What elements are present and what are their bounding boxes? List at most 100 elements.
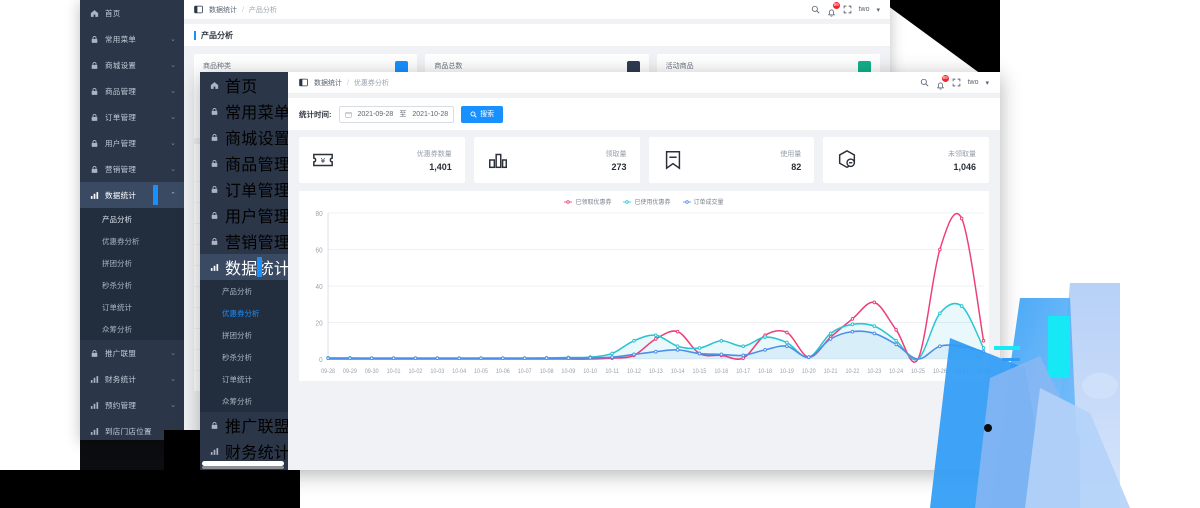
breadcrumb-root[interactable]: 数据统计 [314,79,342,87]
submenu-item-0[interactable]: 产品分析 [200,280,288,302]
back-sidebar: 首页 常用菜单 ⌄ 商城设置 ⌄ 商品管理 ⌄ 订单管理 ⌄ 用户管理 ⌄ [80,0,184,440]
back-breadcrumb: 数据统计 / 产品分析 [209,5,277,15]
svg-text:¥: ¥ [321,156,326,165]
sidebar-item-4[interactable]: 订单管理 ⌄ [80,104,184,130]
front-bottom-strip [376,454,1000,470]
filter-bar: 统计时间: 2021-09-28 至 2021-10-28 搜索 [288,98,1000,130]
sidebar-item-1[interactable]: 常用菜单 ⌄ [200,98,302,124]
menu-fold-icon[interactable] [299,78,308,87]
search-icon[interactable] [920,78,929,87]
svg-text:20: 20 [316,320,323,327]
submenu-item-label: 拼团分析 [102,258,132,268]
stat-card-1: 领取量 273 [473,137,640,183]
submenu-item-3[interactable]: 秒杀分析 [200,346,288,368]
submenu-item-0[interactable]: 产品分析 [80,208,184,230]
sidebar-item-4[interactable]: 订单管理 ⌄ [200,176,302,202]
stat-card-value: 82 [791,161,802,172]
submenu-item-5[interactable]: 众筹分析 [80,318,184,340]
sidebar-item-6[interactable]: 营销管理 ⌄ [80,156,184,182]
submenu-item-1[interactable]: 优惠券分析 [80,230,184,252]
legend-marker-icon [623,199,632,204]
chart-icon [210,263,219,271]
svg-text:10-21: 10-21 [824,369,838,375]
submenu-item-1[interactable]: 优惠券分析 [200,302,288,324]
front-main: 数据统计 / 优惠券分析 99 [288,72,1000,470]
search-button[interactable]: 搜索 [461,105,504,123]
lock-icon [91,87,98,95]
end-date-value[interactable]: 2021-10-28 [412,110,449,118]
sidebar-item-0[interactable]: 首页 [80,0,184,26]
sidebar-item-0[interactable]: 首页 [200,72,288,98]
submenu-item-4[interactable]: 订单统计 [200,368,288,390]
sidebar-item-2[interactable]: 商城设置 ⌄ [80,52,184,78]
decorative-abstract-art [930,283,1130,508]
svg-text:0: 0 [319,357,323,364]
sidebar-item-label: 营销管理 [105,164,137,174]
chart-canvas: 0 20 40 60 80 09-28 09-29 09-30 10-01 10-02 10-03 1… [316,211,989,375]
lock-icon [91,139,98,147]
search-icon[interactable] [811,5,820,14]
window-coupon-analysis: 首页 常用菜单 ⌄ 商城设置 ⌄ 商品管理 ⌄ 订单管理 ⌄ 用户管理 ⌄ [200,72,1000,470]
sidebar-item-3[interactable]: 商品管理 ⌄ [200,150,302,176]
back-topbar: 数据统计 / 产品分析 99 [184,0,890,20]
username-label[interactable]: two [858,6,870,13]
sidebar-item-0[interactable]: 推广联盟 ⌄ [200,412,302,438]
submenu-item-2[interactable]: 拼团分析 [200,324,288,346]
user-caret-icon[interactable]: ▾ [876,6,880,14]
submenu-item-4[interactable]: 订单统计 [80,296,184,318]
svg-text:40: 40 [316,284,323,291]
stat-card-value: 1,401 [429,161,452,172]
sidebar-scrollbar-track[interactable] [202,461,284,466]
sidebar-scrollbar-thumb[interactable] [202,466,284,469]
sidebar-item-label: 营销管理 [225,235,291,252]
legend-item-0[interactable]: 已领取优惠券 [564,197,611,206]
sidebar-item-5[interactable]: 用户管理 ⌄ [80,130,184,156]
stat-card-0: ¥ 优惠券数量 1,401 [299,137,465,183]
sidebar-item-0[interactable]: 推广联盟 ⌄ [80,340,184,366]
breadcrumb-current: 优惠券分析 [353,79,389,87]
submenu-item-label: 秒杀分析 [102,280,132,290]
bell-icon[interactable]: 99 [936,75,949,90]
submenu-item-3[interactable]: 秒杀分析 [80,274,184,296]
sidebar-item-7[interactable]: 数据统计 ⌃ [200,254,302,280]
start-date-value[interactable]: 2021-09-28 [357,110,394,118]
submenu-item-5[interactable]: 众筹分析 [200,390,288,412]
sidebar-item-1[interactable]: 财务统计 ⌄ [80,366,184,392]
chevron-icon: ⌄ [170,114,176,121]
black-bottom-band [0,470,300,508]
sidebar-item-label: 用户管理 [105,138,137,148]
sidebar-item-2[interactable]: 商城设置 ⌄ [200,124,302,150]
sidebar-item-7[interactable]: 数据统计 ⌃ [80,182,184,208]
sidebar-item-label: 推广联盟 [225,419,291,436]
coupon-icon: ¥ [313,153,333,167]
chart-icon [90,401,99,409]
sidebar-item-3[interactable]: 商品管理 ⌄ [80,78,184,104]
stat-card-text: 优惠券数量 1,401 [417,149,452,172]
fullscreen-icon[interactable] [843,5,852,14]
submenu-item-2[interactable]: 拼团分析 [80,252,184,274]
legend-item-1[interactable]: 已使用优惠券 [623,197,671,206]
search-icon [470,111,477,118]
fullscreen-icon[interactable] [952,78,961,87]
sidebar-item-5[interactable]: 用户管理 ⌄ [200,202,302,228]
date-range-picker[interactable]: 2021-09-28 至 2021-10-28 [338,105,455,123]
legend-label: 订单成交量 [693,200,724,206]
lock-icon [91,349,98,357]
notification-badge: 99 [832,2,840,9]
username-label[interactable]: two [967,79,979,86]
sidebar-item-1[interactable]: 常用菜单 ⌄ [80,26,184,52]
sidebar-item-2[interactable]: 预约管理 ⌄ [80,392,184,418]
menu-fold-icon[interactable] [194,5,203,14]
user-caret-icon[interactable]: ▾ [985,79,989,87]
bar-chart-icon [488,153,507,169]
breadcrumb-root[interactable]: 数据统计 [209,6,237,14]
chevron-icon: ⌄ [170,402,176,409]
svg-text:10-19: 10-19 [780,369,794,375]
sidebar-item-6[interactable]: 营销管理 ⌄ [200,228,302,254]
svg-text:80: 80 [316,211,323,218]
svg-text:10-09: 10-09 [561,369,575,375]
chevron-icon: ⌃ [170,192,176,199]
legend-item-2[interactable]: 订单成交量 [682,197,724,206]
bell-icon[interactable]: 99 [827,2,840,17]
